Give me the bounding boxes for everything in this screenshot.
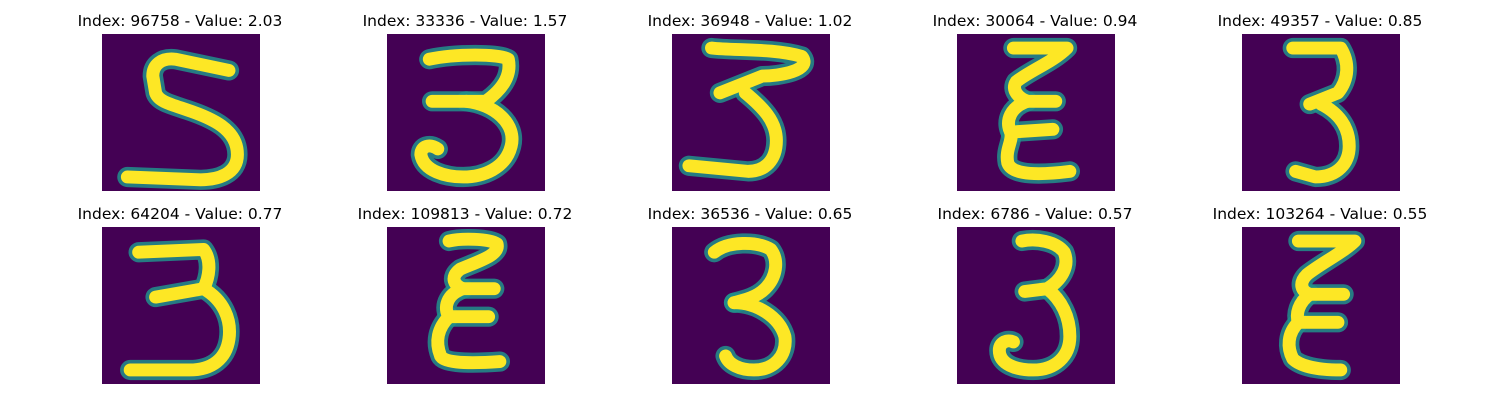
digit-image [957, 227, 1115, 384]
panel-title: Index: 103264 - Value: 0.55 [1212, 205, 1428, 223]
digit-image [957, 34, 1115, 191]
digit-image [1242, 34, 1400, 191]
digit-image [1242, 227, 1400, 384]
digit-image [387, 227, 545, 384]
digit-image [102, 227, 260, 384]
digit-image [102, 34, 260, 191]
panel-6: Index: 64204 - Value: 0.77 [30, 205, 330, 385]
panel-title: Index: 30064 - Value: 0.94 [932, 12, 1138, 30]
panel-5: Index: 49357 - Value: 0.85 [1170, 12, 1470, 192]
panel-title: Index: 49357 - Value: 0.85 [1217, 12, 1423, 30]
digit-image [387, 34, 545, 191]
panel-title: Index: 6786 - Value: 0.57 [937, 205, 1133, 223]
panel-title: Index: 36948 - Value: 1.02 [647, 12, 853, 30]
panel-title: Index: 109813 - Value: 0.72 [357, 205, 573, 223]
panel-9: Index: 6786 - Value: 0.57 [885, 205, 1185, 385]
panel-2: Index: 33336 - Value: 1.57 [315, 12, 615, 192]
panel-10: Index: 103264 - Value: 0.55 [1170, 205, 1470, 385]
panel-title: Index: 36536 - Value: 0.65 [647, 205, 853, 223]
panel-title: Index: 96758 - Value: 2.03 [77, 12, 283, 30]
panel-title: Index: 64204 - Value: 0.77 [77, 205, 283, 223]
panel-1: Index: 96758 - Value: 2.03 [30, 12, 330, 192]
panel-8: Index: 36536 - Value: 0.65 [600, 205, 900, 385]
panel-3: Index: 36948 - Value: 1.02 [600, 12, 900, 192]
panel-title: Index: 33336 - Value: 1.57 [362, 12, 568, 30]
panel-7: Index: 109813 - Value: 0.72 [315, 205, 615, 385]
digit-image [672, 227, 830, 384]
panel-4: Index: 30064 - Value: 0.94 [885, 12, 1185, 192]
digit-image [672, 34, 830, 191]
